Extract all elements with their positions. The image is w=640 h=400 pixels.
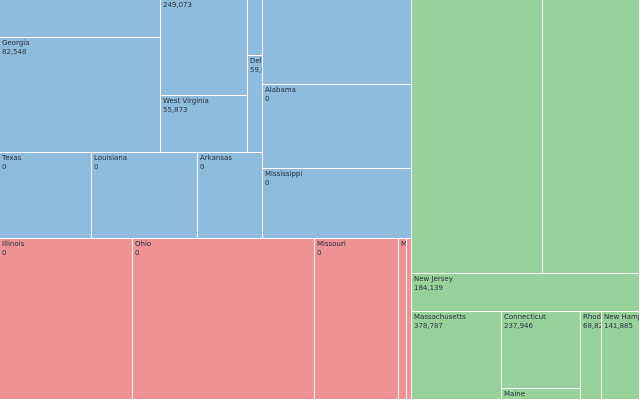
cell-label: Arkansas: [200, 154, 232, 162]
treemap-cell: West Virginia 55,873: [161, 96, 248, 153]
treemap-cell: New Hamps141,885: [602, 312, 640, 400]
cell-label: New Jersey: [414, 275, 453, 283]
cell-label: Mi: [401, 240, 407, 248]
cell-value: 184,139: [414, 284, 443, 292]
treemap-cell: Arkansas 0: [198, 153, 263, 239]
cell-value: 59,0: [250, 66, 262, 74]
cell-value: 0: [265, 179, 270, 187]
cell-label: Dela: [250, 57, 262, 65]
cell-label: Alabama: [265, 86, 296, 94]
treemap-cell: Mississippi 0: [263, 169, 412, 239]
treemap-cell: Rhode68,82: [581, 312, 602, 400]
treemap-cell: Ohio 0: [133, 239, 315, 400]
cell-label: Texas: [2, 154, 22, 162]
cell-value: 82,548: [2, 48, 27, 56]
cell-label: Louisiana: [94, 154, 128, 162]
treemap-cell: [543, 0, 640, 274]
cell-value: 68,82: [583, 322, 602, 330]
treemap-cell: Georgia 82,548: [0, 38, 161, 153]
cell-value: 0: [200, 163, 205, 171]
cell-label: Maine: [504, 390, 526, 398]
cell-value: 378,787: [414, 322, 443, 330]
treemap-cell: Connecticut 237,946: [502, 312, 581, 389]
cell-label: Illinois: [2, 240, 25, 248]
cell-value: 55,873: [163, 106, 188, 114]
treemap-cell: [412, 0, 543, 274]
treemap-cell: Illinois 0: [0, 239, 133, 400]
treemap-cell: [248, 0, 263, 56]
cell-value: 0: [94, 163, 99, 171]
cell-label: Ohio: [135, 240, 152, 248]
cell-label: Massachusetts: [414, 313, 466, 321]
treemap-cell: [0, 0, 161, 38]
cell-label: Georgia: [2, 39, 30, 47]
cell-value: 0: [2, 249, 7, 257]
treemap-cell: [263, 0, 412, 85]
cell-value: 249,073: [163, 1, 192, 9]
treemap-cell: 249,073: [161, 0, 248, 96]
treemap-cell: Missouri 0: [315, 239, 399, 400]
cell-value: 0: [317, 249, 322, 257]
treemap-cell: Massachusetts 378,787: [412, 312, 502, 400]
treemap-cell: Maine: [502, 389, 581, 400]
cell-label: Rhode: [583, 313, 602, 321]
cell-value: 0: [265, 95, 270, 103]
cell-value: 237,946: [504, 322, 533, 330]
cell-label: West Virginia: [163, 97, 209, 105]
treemap-cell: Texas 0: [0, 153, 92, 239]
treemap-cell: Alabama 0: [263, 85, 412, 169]
treemap-cell: Dela59,0: [248, 56, 263, 153]
cell-value: 141,885: [604, 322, 633, 330]
treemap-cell: Louisiana 0: [92, 153, 198, 239]
cell-value: 0: [135, 249, 140, 257]
cell-label: Missouri: [317, 240, 346, 248]
cell-value: 0: [2, 163, 7, 171]
cell-label: New Hamps: [604, 313, 639, 321]
cell-label: Mississippi: [265, 170, 303, 178]
treemap-cell: Mi: [399, 239, 407, 400]
cell-label: Connecticut: [504, 313, 546, 321]
treemap-cell: New Jersey 184,139: [412, 274, 640, 312]
